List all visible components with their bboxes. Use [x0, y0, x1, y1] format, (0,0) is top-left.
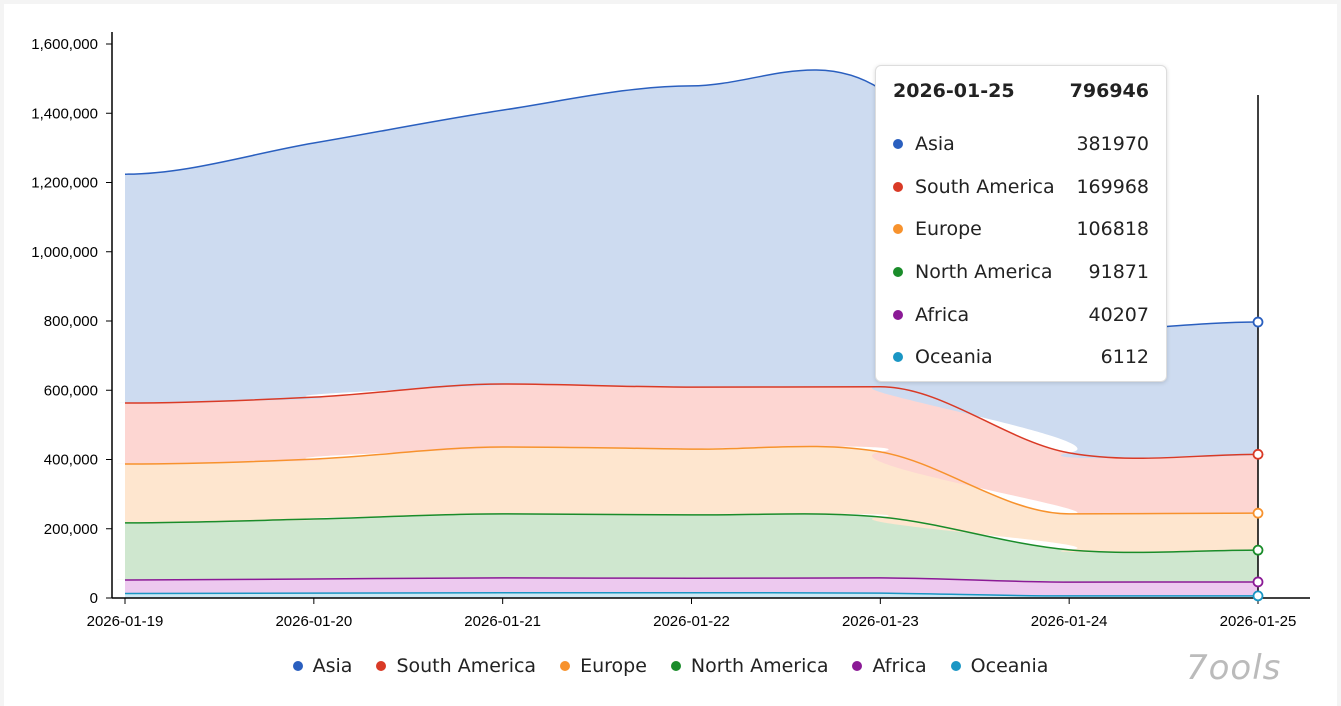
- series-dot-icon: [893, 139, 903, 150]
- hover-marker: [1252, 590, 1264, 602]
- series-dot-icon: [893, 181, 903, 192]
- legend-item-north-america[interactable]: North America: [670, 655, 829, 677]
- tooltip-header: 2026-01-25 796946: [893, 80, 1149, 110]
- tooltip-series-value: 40207: [1088, 303, 1149, 326]
- y-tick-label: 1,200,000: [31, 175, 98, 192]
- hover-marker: [1252, 544, 1264, 556]
- legend-item-oceania[interactable]: Oceania: [950, 655, 1049, 677]
- series-dot-icon: [893, 267, 903, 278]
- series-dot-icon: [893, 224, 903, 235]
- x-tick-label: 2026-01-20: [275, 613, 352, 630]
- legend-dot-icon: [852, 661, 863, 671]
- legend-dot-icon: [292, 661, 303, 671]
- y-tick-label: 200,000: [44, 521, 98, 538]
- tooltip-series-value: 106818: [1076, 218, 1149, 241]
- x-tick-label: 2026-01-19: [87, 613, 164, 630]
- legend-item-south-america[interactable]: South America: [376, 655, 536, 677]
- legend-dot-icon: [950, 661, 961, 671]
- legend-dot-icon: [670, 661, 681, 671]
- legend-dot-icon: [376, 661, 387, 671]
- legend-label: South America: [396, 655, 537, 677]
- y-tick-label: 600,000: [44, 382, 98, 399]
- tooltip-series-value: 6112: [1100, 346, 1149, 369]
- line-south-america: [124, 383, 1259, 460]
- area-oceania: [116, 592, 1267, 598]
- tooltip-series-name: North America: [915, 261, 1053, 284]
- legend-label: Asia: [312, 655, 353, 677]
- tooltip-total: 796946: [1069, 80, 1149, 102]
- area-africa: [116, 577, 1267, 596]
- x-tick-label: 2026-01-24: [1031, 613, 1108, 630]
- hover-marker: [1252, 316, 1264, 328]
- tooltip-series-name: Europe: [915, 218, 982, 241]
- y-tick-label: 400,000: [44, 452, 98, 469]
- tooltip-date: 2026-01-25: [893, 80, 1015, 102]
- x-tick-label: 2026-01-25: [1220, 613, 1297, 630]
- tooltip-row: South America 169968: [893, 166, 1149, 209]
- legend-label: Oceania: [970, 655, 1049, 677]
- line-africa: [124, 577, 1259, 583]
- hover-marker: [1252, 448, 1264, 460]
- x-tick-label: 2026-01-21: [464, 613, 541, 630]
- tooltip: 2026-01-25 796946 Asia 381970 South Americ…: [875, 65, 1167, 382]
- legend-label: Europe: [580, 655, 647, 677]
- y-tick-label: 1,600,000: [31, 36, 98, 53]
- tooltip-row: Europe 106818: [893, 208, 1149, 251]
- tooltip-row: Asia 381970: [893, 123, 1149, 166]
- x-tick-label: 2026-01-23: [842, 613, 919, 630]
- tooltip-series-name: Africa: [915, 303, 970, 326]
- series-dot-icon: [893, 309, 903, 320]
- area-europe: [116, 446, 1267, 553]
- legend-label: Africa: [872, 655, 927, 677]
- tooltip-series-value: 91871: [1088, 261, 1149, 284]
- legend-item-asia[interactable]: Asia: [292, 655, 353, 677]
- y-tick-label: 800,000: [44, 313, 98, 330]
- legend-label: North America: [690, 655, 829, 677]
- tooltip-series-name: Asia: [915, 133, 955, 156]
- legend-item-europe[interactable]: Europe: [560, 655, 647, 677]
- hover-marker: [1252, 576, 1264, 588]
- series-dot-icon: [893, 352, 903, 363]
- tooltip-series-name: South America: [915, 175, 1055, 198]
- tooltip-series-name: Oceania: [915, 346, 993, 369]
- x-tick-label: 2026-01-22: [653, 613, 730, 630]
- legend-dot-icon: [560, 661, 571, 671]
- hover-marker: [1252, 507, 1264, 519]
- area-north-america: [116, 513, 1267, 583]
- y-tick-label: 1,000,000: [31, 244, 98, 261]
- y-tick-label: 0: [90, 590, 98, 607]
- line-north-america: [124, 513, 1259, 554]
- tooltip-series-value: 381970: [1076, 133, 1149, 156]
- tooltip-series-value: 169968: [1076, 175, 1149, 198]
- line-europe: [124, 445, 1259, 515]
- logo: 7ools: [1186, 648, 1282, 688]
- legend: Asia South America Europe North America Afri…: [0, 655, 1341, 677]
- tooltip-row: Oceania 6112: [893, 336, 1149, 379]
- line-oceania: [124, 592, 1259, 597]
- tooltip-row: North America 91871: [893, 251, 1149, 294]
- legend-item-africa[interactable]: Africa: [852, 655, 927, 677]
- tooltip-row: Africa 40207: [893, 293, 1149, 336]
- y-tick-label: 1,400,000: [31, 105, 98, 122]
